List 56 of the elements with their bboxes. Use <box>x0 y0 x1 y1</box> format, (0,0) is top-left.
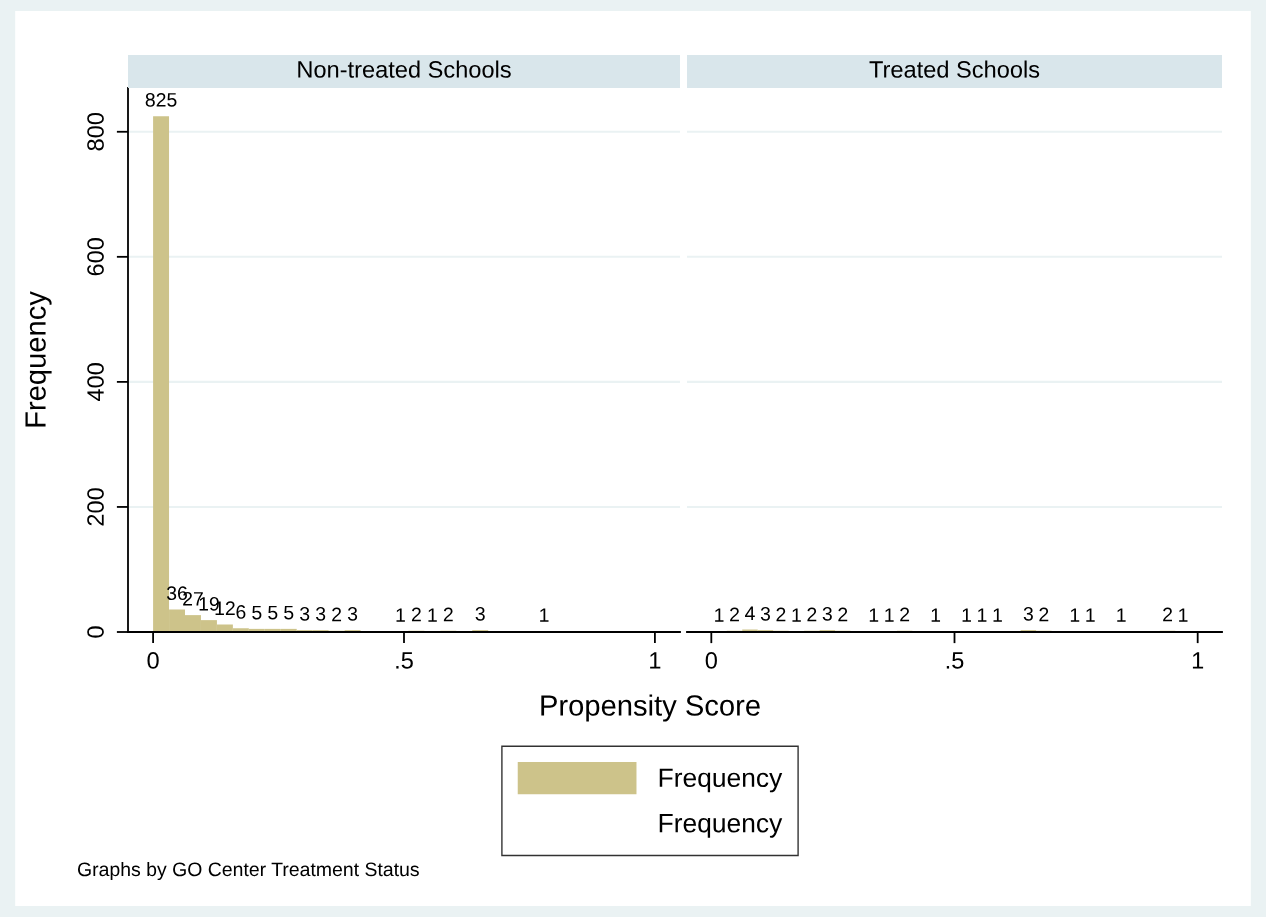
data-label: 5 <box>252 605 262 620</box>
x-tick-label: 0 <box>147 652 159 669</box>
y-tick-label: 200 <box>87 488 104 526</box>
text: Frequency <box>659 814 783 838</box>
y-tick-label: 800 <box>87 112 104 151</box>
data-label: 2 <box>730 607 739 622</box>
data-label: 5 <box>268 605 278 620</box>
data-label: 2 <box>411 607 421 622</box>
data-label: 1 <box>1179 608 1188 622</box>
data-label: 2 <box>1039 607 1049 622</box>
data-label: 2 <box>776 607 786 622</box>
data-label: 2 <box>443 607 453 622</box>
data-label: 3 <box>347 606 358 621</box>
data-label: 2 <box>900 607 910 622</box>
x-tick-label: 1 <box>650 652 661 669</box>
data-label: 2 <box>838 607 848 622</box>
data-label: 2 <box>1163 607 1173 622</box>
chart-title: Non-treated Schools <box>298 60 511 78</box>
data-label: 1 <box>428 608 437 622</box>
data-label: 1 <box>885 608 894 622</box>
y-tick-label: 400 <box>87 363 104 402</box>
data-label: 1 <box>869 608 879 622</box>
data-label: 1 <box>1070 608 1080 622</box>
data-label: 1 <box>1117 608 1126 622</box>
data-label: 3 <box>760 606 770 621</box>
data-label: 1 <box>978 608 987 622</box>
data-label: 1 <box>540 608 549 622</box>
data-label: 3 <box>300 606 310 621</box>
data-label: 1 <box>396 608 405 622</box>
data-label: 3 <box>1023 606 1033 621</box>
data-label: 5 <box>284 605 294 620</box>
text: Graphs by GO Center Treatment Status <box>77 861 419 881</box>
chart-title: Treated Schools <box>869 60 1040 78</box>
legend-label: Frequency <box>659 768 783 793</box>
data-label: 1 <box>792 608 801 622</box>
x-tick-label: 0 <box>705 652 717 669</box>
x-axis-title: Propensity Score <box>541 694 760 722</box>
data-label: 1 <box>715 608 724 622</box>
data-label: 3 <box>315 606 326 621</box>
data-label: 1 <box>993 608 1002 622</box>
data-label: 4 <box>745 606 755 620</box>
x-tick-label: .5 <box>946 652 964 669</box>
data-label: 825 <box>145 92 177 107</box>
x-tick-label: 1 <box>1192 652 1204 669</box>
data-label: 2 <box>332 607 342 622</box>
data-label: 1 <box>931 608 941 622</box>
data-label: 1 <box>962 608 971 622</box>
x-tick-label: .5 <box>396 652 413 669</box>
data-label: 3 <box>822 606 832 621</box>
data-label: 2 <box>807 607 817 622</box>
data-label: 6 <box>236 605 246 619</box>
y-axis-title: Frequency <box>25 291 52 427</box>
y-tick-label: 0 <box>87 626 104 638</box>
data-label: 1 <box>1086 608 1095 622</box>
y-tick-label: 600 <box>87 238 104 276</box>
data-label: 3 <box>475 606 485 621</box>
